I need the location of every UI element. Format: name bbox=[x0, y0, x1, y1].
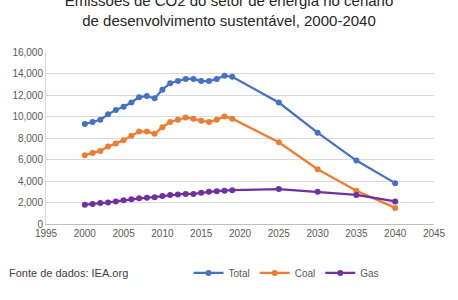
svg-text:Fonte de dados: IEA.org: Fonte de dados: IEA.org bbox=[9, 267, 128, 279]
svg-text:Gas: Gas bbox=[360, 268, 378, 279]
svg-text:8,000: 8,000 bbox=[18, 133, 43, 144]
svg-text:2010: 2010 bbox=[151, 228, 174, 239]
svg-text:Coal: Coal bbox=[295, 268, 316, 279]
svg-text:2005: 2005 bbox=[112, 228, 135, 239]
svg-text:16,000: 16,000 bbox=[12, 47, 43, 58]
svg-text:2030: 2030 bbox=[306, 228, 329, 239]
svg-text:0: 0 bbox=[37, 219, 43, 230]
svg-text:14,000: 14,000 bbox=[12, 68, 43, 79]
svg-text:2035: 2035 bbox=[345, 228, 368, 239]
svg-text:10,000: 10,000 bbox=[12, 111, 43, 122]
svg-text:2,000: 2,000 bbox=[18, 197, 43, 208]
svg-text:1995: 1995 bbox=[35, 228, 58, 239]
svg-text:4,000: 4,000 bbox=[18, 176, 43, 187]
svg-text:Emissões de CO2 do setor de en: Emissões de CO2 do setor de energia no c… bbox=[65, 0, 394, 29]
svg-text:2025: 2025 bbox=[268, 228, 291, 239]
svg-text:2020: 2020 bbox=[229, 228, 252, 239]
svg-text:2040: 2040 bbox=[384, 228, 407, 239]
svg-text:2015: 2015 bbox=[190, 228, 213, 239]
svg-text:Total: Total bbox=[229, 268, 250, 279]
svg-text:2000: 2000 bbox=[74, 228, 97, 239]
svg-text:2045: 2045 bbox=[423, 228, 446, 239]
svg-text:6,000: 6,000 bbox=[18, 154, 43, 165]
svg-text:12,000: 12,000 bbox=[12, 90, 43, 101]
